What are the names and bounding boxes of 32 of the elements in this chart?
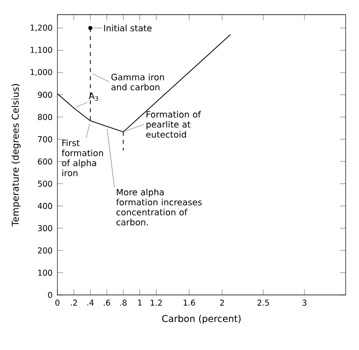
y-tick-label: 500 xyxy=(38,180,52,187)
y-tick-label: 200 xyxy=(38,248,52,254)
x-tick-label: .4 xyxy=(87,300,94,306)
annotation: Initial state xyxy=(104,24,152,32)
x-axis-title: Carbon (percent) xyxy=(162,315,241,324)
y-tick-label: 1,000 xyxy=(30,69,52,76)
y-tick-label: 800 xyxy=(38,114,52,120)
x-tick-label: 1.2 xyxy=(150,300,162,306)
annotation: A$_{3}$ xyxy=(88,92,98,101)
x-tick-label: 1.6 xyxy=(184,300,196,306)
y-tick-label: 0 xyxy=(48,292,52,298)
y-tick-label: 300 xyxy=(38,225,52,232)
x-tick-label: 3 xyxy=(302,300,306,306)
y-tick-label: 700 xyxy=(38,136,52,142)
y-tick-label: 1,100 xyxy=(30,47,52,54)
x-tick-label: 2 xyxy=(220,300,224,306)
y-tick-label: 1,200 xyxy=(30,24,52,32)
x-tick-label: 0 xyxy=(55,300,60,306)
annotation: More alpha formation increases concentration of carbon. xyxy=(116,188,202,226)
y-tick-label: 400 xyxy=(38,203,52,210)
x-tick-label: 1 xyxy=(138,300,142,306)
x-tick-label: .2 xyxy=(70,300,77,306)
x-tick-label: .6 xyxy=(104,300,110,306)
annotation: First formation of alpha iron xyxy=(62,140,103,176)
y-tick-label: 600 xyxy=(38,158,52,165)
annotation: Formation of pearlite at eutectoid xyxy=(146,111,201,138)
y-tick-label: 100 xyxy=(38,270,52,276)
annotation: Gamma iron and carbon xyxy=(111,74,164,91)
x-tick-label: .8 xyxy=(120,300,127,306)
x-tick-label: 2.5 xyxy=(258,300,269,306)
y-tick-label: 900 xyxy=(38,92,52,98)
y-axis-title: Temperature (degrees Celsius) xyxy=(12,84,21,227)
